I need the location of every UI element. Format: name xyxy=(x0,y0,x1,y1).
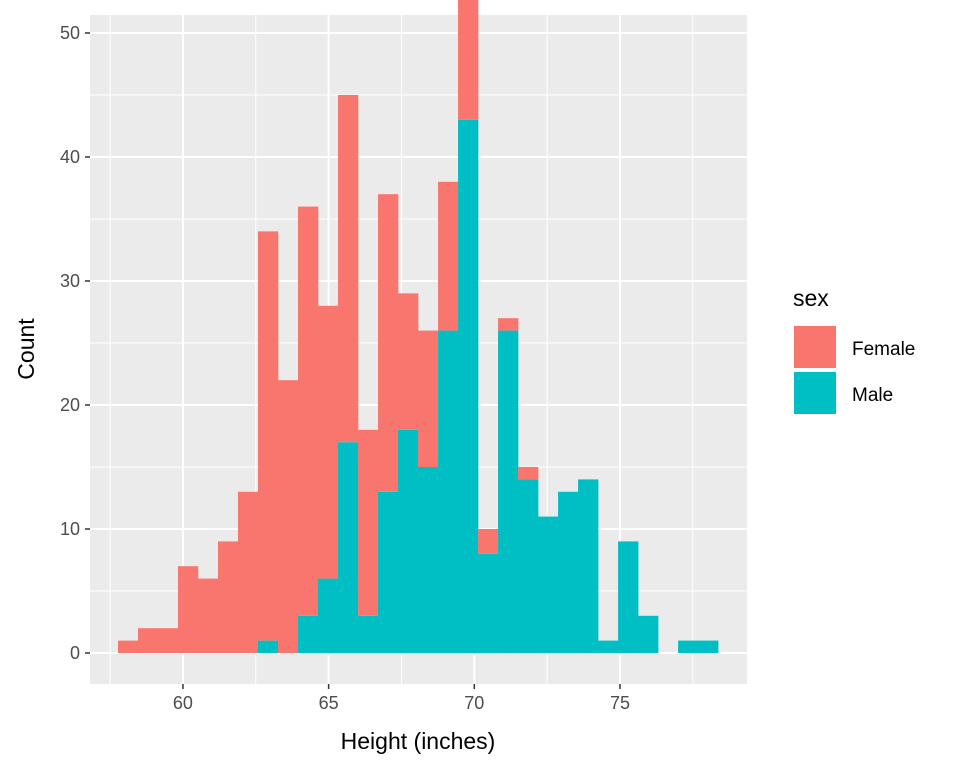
axes: 60 65 70 75 0 10 20 30 40 50 xyxy=(60,23,630,713)
bar-male xyxy=(458,119,479,653)
x-tick-label: 65 xyxy=(319,693,339,713)
bar-male xyxy=(638,615,659,653)
bar-female xyxy=(278,380,299,653)
legend: sex Female Male xyxy=(792,285,915,416)
bar-female xyxy=(498,318,519,331)
bar-male xyxy=(518,479,539,653)
bar-male xyxy=(298,615,319,653)
bar-male xyxy=(578,479,599,653)
bar-male xyxy=(398,429,419,653)
legend-title: sex xyxy=(793,285,829,311)
bar-female xyxy=(197,578,219,653)
bar-female xyxy=(458,0,479,120)
x-axis-label: Height (inches) xyxy=(341,728,496,754)
bar-female xyxy=(478,528,499,554)
legend-key-female xyxy=(792,324,838,370)
y-tick-label: 0 xyxy=(70,643,80,663)
bar-male xyxy=(478,553,499,653)
x-tick-label: 60 xyxy=(173,693,193,713)
bar-female xyxy=(438,181,459,331)
legend-label-female: Female xyxy=(852,339,915,360)
bar-female xyxy=(157,628,179,653)
bar-female xyxy=(137,628,159,653)
bar-male xyxy=(618,541,639,653)
bar-male xyxy=(498,330,519,653)
y-tick-label: 30 xyxy=(60,271,80,291)
bar-female xyxy=(257,231,279,641)
x-tick-label: 75 xyxy=(610,693,630,713)
bar-female xyxy=(518,466,539,480)
legend-key-male xyxy=(792,370,838,416)
bar-female xyxy=(298,206,319,616)
bar-male xyxy=(257,640,279,653)
bar-female xyxy=(378,194,399,492)
bar-male xyxy=(598,640,619,653)
y-axis-label: Count xyxy=(13,318,39,380)
bar-male xyxy=(698,640,719,653)
bar-female xyxy=(338,94,359,443)
y-tick-label: 10 xyxy=(60,519,80,539)
bar-male xyxy=(378,491,399,653)
bar-female xyxy=(398,293,419,430)
bar-male xyxy=(558,491,579,653)
y-tick-label: 40 xyxy=(60,147,80,167)
bar-female xyxy=(358,429,379,616)
bar-male xyxy=(538,516,559,653)
bar-female xyxy=(237,491,259,653)
bar-female xyxy=(418,330,439,467)
bar-male xyxy=(438,330,459,653)
bar-female xyxy=(217,541,239,653)
bars xyxy=(117,0,719,653)
bar-female xyxy=(117,640,139,653)
legend-label-male: Male xyxy=(852,385,893,406)
y-tick-label: 20 xyxy=(60,395,80,415)
bar-male xyxy=(338,442,359,653)
bar-male xyxy=(418,466,439,653)
y-tick-label: 50 xyxy=(60,23,80,43)
bar-male xyxy=(678,640,699,653)
bar-female xyxy=(318,305,339,579)
bar-male xyxy=(318,578,339,653)
x-tick-label: 70 xyxy=(464,693,484,713)
bar-male xyxy=(358,615,379,653)
bar-female xyxy=(177,566,199,653)
